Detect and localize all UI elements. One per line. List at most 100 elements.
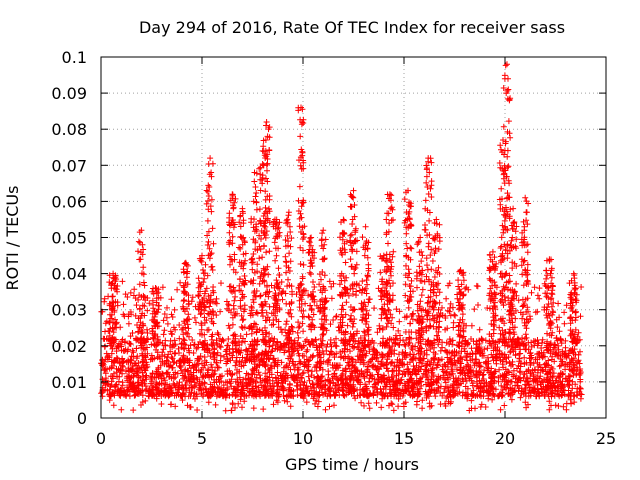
data-point [301, 379, 308, 386]
data-point [389, 343, 396, 350]
data-point [297, 360, 304, 367]
data-point [358, 347, 365, 354]
data-point [517, 369, 524, 376]
data-point [446, 358, 452, 365]
data-point [557, 362, 564, 369]
data-point [566, 373, 573, 380]
data-point [140, 345, 147, 352]
data-point [366, 405, 373, 412]
data-point [290, 362, 297, 369]
data-point [448, 350, 455, 357]
data-point [575, 329, 582, 336]
data-point [471, 306, 478, 313]
data-point [506, 369, 513, 376]
data-point [177, 279, 184, 286]
data-point [343, 299, 350, 306]
data-point [374, 391, 381, 398]
data-point [184, 367, 191, 374]
data-point [396, 318, 403, 325]
data-point [528, 289, 535, 296]
data-point [240, 376, 247, 383]
data-point [496, 366, 503, 373]
data-point [434, 388, 441, 394]
data-point [281, 397, 288, 404]
data-point [375, 285, 382, 292]
data-point [269, 377, 276, 384]
data-point [161, 353, 168, 360]
data-point [458, 348, 465, 355]
data-point [328, 343, 335, 350]
data-point [268, 282, 275, 289]
data-point [205, 399, 212, 406]
data-point [125, 320, 132, 327]
data-point [316, 281, 323, 288]
data-point [380, 386, 387, 393]
data-point [417, 344, 423, 351]
data-point [446, 391, 453, 398]
data-point [212, 401, 219, 408]
data-point [392, 378, 399, 385]
data-point [410, 354, 417, 361]
data-point [561, 351, 568, 358]
data-point [153, 381, 160, 388]
data-point [129, 330, 136, 336]
data-point [146, 300, 153, 307]
data-point [232, 362, 239, 369]
data-point [560, 403, 567, 410]
data-point [442, 313, 449, 319]
data-point [214, 341, 221, 348]
data-point [250, 405, 257, 412]
data-point [302, 392, 308, 399]
data-point [283, 363, 289, 370]
data-point [534, 382, 541, 388]
data-point [194, 344, 201, 351]
data-point [122, 368, 129, 375]
data-point [115, 386, 122, 393]
data-point [118, 406, 125, 413]
data-point [354, 344, 361, 351]
data-point [530, 360, 537, 367]
data-point [159, 340, 166, 347]
data-point [215, 364, 222, 371]
data-point [234, 366, 240, 373]
data-point [130, 407, 137, 414]
data-point [500, 364, 507, 371]
data-point [434, 362, 441, 369]
data-point [476, 326, 483, 333]
data-point [393, 306, 400, 313]
data-point [235, 400, 242, 407]
data-point [161, 327, 168, 334]
data-point [577, 369, 584, 376]
data-point [357, 335, 364, 341]
data-point [359, 351, 366, 358]
data-point [358, 399, 365, 406]
data-point [370, 340, 377, 346]
data-point [426, 403, 433, 410]
data-point [191, 390, 198, 397]
data-point [117, 360, 124, 367]
data-point [232, 378, 239, 385]
data-point [257, 292, 264, 299]
data-point [262, 378, 269, 384]
data-point [419, 360, 426, 367]
data-point [431, 337, 438, 344]
data-point [225, 336, 232, 342]
data-point [160, 346, 167, 353]
data-point [534, 292, 541, 299]
data-point [373, 399, 380, 406]
data-point [540, 377, 547, 384]
data-point [120, 301, 127, 308]
data-point [273, 375, 280, 382]
data-point [268, 348, 275, 355]
data-point [127, 340, 133, 347]
data-point [261, 383, 268, 390]
data-point [415, 347, 422, 354]
data-points [98, 61, 585, 414]
data-point [217, 357, 224, 364]
data-point [108, 350, 115, 357]
data-point [578, 284, 585, 290]
data-point [127, 333, 134, 340]
data-point [567, 347, 574, 354]
data-point [473, 282, 480, 289]
